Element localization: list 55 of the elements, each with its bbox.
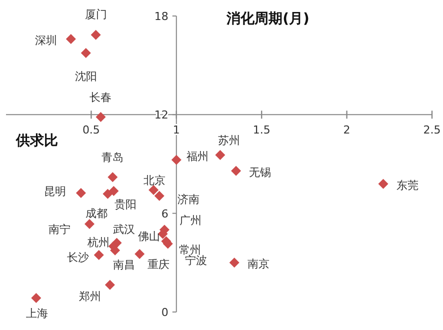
y-tick-label: 0	[161, 306, 168, 319]
annotation: 郑州	[78, 290, 101, 303]
annotation: 杭州	[86, 236, 110, 250]
annotation: 重庆	[148, 258, 170, 271]
annotation: 上海	[26, 307, 48, 320]
x-tick-label: 1.5	[252, 124, 270, 137]
point	[80, 48, 91, 58]
annotation: 济南	[177, 192, 200, 206]
annotation: 长春	[90, 90, 112, 104]
point	[104, 280, 115, 290]
y-tick-label: 6	[161, 207, 168, 220]
point	[76, 188, 86, 198]
point	[66, 34, 76, 44]
point	[134, 248, 145, 259]
point	[90, 30, 101, 40]
point	[229, 258, 240, 268]
annotation: 东莞	[396, 178, 418, 192]
point	[94, 250, 104, 260]
x-tick-label: 0.5	[82, 124, 100, 137]
y-tick-label: 18	[154, 10, 168, 23]
annotation: 苏州	[218, 134, 240, 147]
point	[378, 178, 388, 189]
annotation: 贵阳	[114, 198, 137, 211]
annotation: 南京	[247, 258, 270, 271]
point	[231, 166, 242, 176]
point	[84, 219, 94, 230]
annotation: 常州	[179, 243, 202, 256]
annotation: 成都	[86, 206, 108, 220]
x-axis-title: 供求比	[15, 133, 58, 149]
annotation: 南昌	[113, 258, 136, 272]
point	[96, 112, 106, 122]
point	[31, 293, 42, 304]
annotation: 武汉	[112, 222, 135, 236]
annotation: 北京	[144, 174, 166, 187]
annotation: 佛山	[138, 230, 160, 243]
point	[108, 172, 118, 182]
y-axis-title: 消化周期(月)	[226, 11, 310, 27]
point	[215, 150, 226, 160]
point	[154, 190, 164, 201]
point	[171, 154, 182, 165]
annotation: 广州	[179, 214, 202, 227]
annotation: 昆明	[44, 184, 66, 198]
annotation: 无锡	[249, 166, 272, 179]
annotation: 厦门	[84, 8, 107, 21]
annotation: 长沙	[66, 250, 89, 264]
annotation: 青岛	[102, 151, 124, 164]
x-tick-label: 2.5	[423, 124, 441, 137]
annotation: 深圳	[34, 34, 57, 48]
point	[108, 186, 119, 196]
annotation: 南宁	[48, 223, 70, 236]
point	[102, 188, 113, 199]
annotation: 福州	[186, 150, 208, 163]
annotation: 沈阳	[74, 70, 97, 83]
x-tick-label: 2	[343, 124, 350, 137]
annotation: 宁波	[184, 254, 207, 267]
